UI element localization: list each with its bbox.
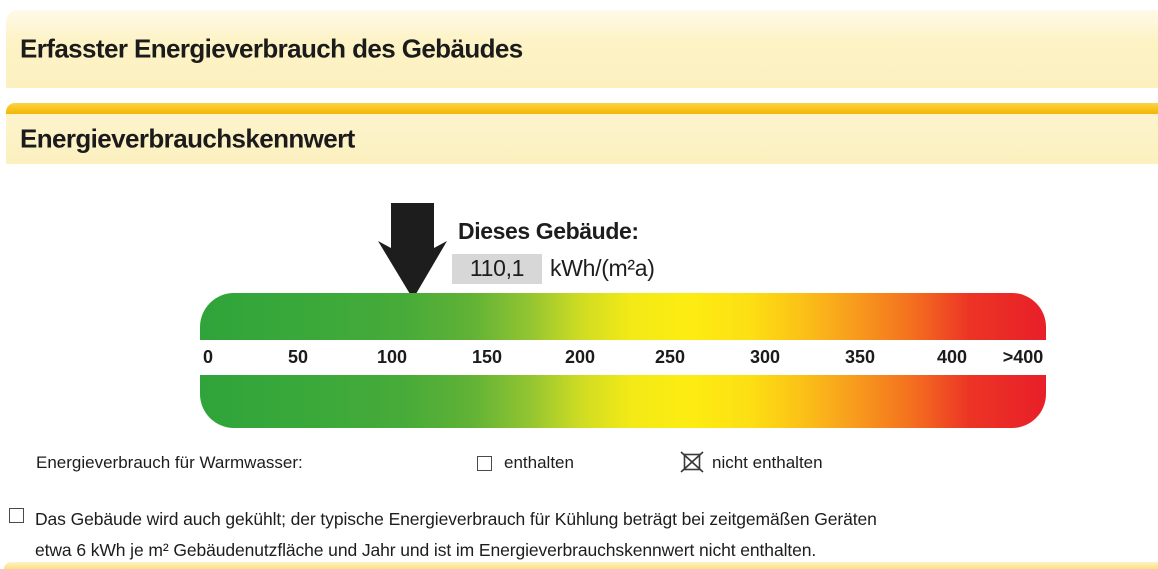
scale-tick: 350 [844, 347, 876, 367]
building-value-unit: kWh/(m²a) [550, 255, 655, 281]
checkbox-nicht-enthalten[interactable] [679, 449, 705, 475]
scale-tick: >400 [1002, 347, 1044, 367]
scale-tick: 250 [654, 347, 686, 367]
next-section-top-edge [4, 562, 1158, 569]
scale-tick: 150 [471, 347, 503, 367]
building-value-row: 110,1 kWh/(m²a) [452, 254, 655, 284]
warmwasser-label: Energieverbrauch für Warmwasser: [36, 453, 303, 472]
checkbox-enthalten-label: enthalten [504, 453, 574, 472]
cooling-note-line1: Das Gebäude wird auch gekühlt; der typis… [35, 509, 877, 529]
x-mark-icon [680, 451, 704, 473]
page-title: Erfasster Energieverbrauch des Gebäudes [20, 33, 523, 64]
section-title: Energieverbrauchskennwert [20, 123, 355, 154]
building-value-arrow-icon [377, 203, 447, 299]
scale-tick: 400 [936, 347, 968, 367]
building-label: Dieses Gebäude: [458, 218, 639, 244]
building-value: 110,1 [452, 254, 542, 284]
checkbox-enthalten[interactable] [477, 456, 492, 471]
scale-tick: 100 [376, 347, 408, 367]
gold-divider-bar [6, 103, 1158, 114]
scale-tick: 300 [749, 347, 781, 367]
section-header-erfasster-energieverbrauch: Erfasster Energieverbrauch des Gebäudes [6, 10, 1158, 88]
checkbox-cooling[interactable] [9, 508, 24, 523]
scale-tick: 200 [564, 347, 596, 367]
scale-tick: 0 [202, 347, 214, 367]
cooling-note-line2: etwa 6 kWh je m² Gebäudenutzfläche und J… [35, 540, 817, 560]
energy-consumption-scale: 0 50 100 150 200 250 300 350 400 >400 [200, 293, 1046, 428]
cooling-note: Das Gebäude wird auch gekühlt; der typis… [35, 504, 1045, 566]
section-header-energieverbrauchskennwert: Energieverbrauchskennwert [6, 114, 1158, 164]
scale-tick-band: 0 50 100 150 200 250 300 350 400 >400 [200, 340, 1046, 375]
scale-tick: 50 [287, 347, 309, 367]
checkbox-nicht-enthalten-label: nicht enthalten [712, 453, 823, 472]
